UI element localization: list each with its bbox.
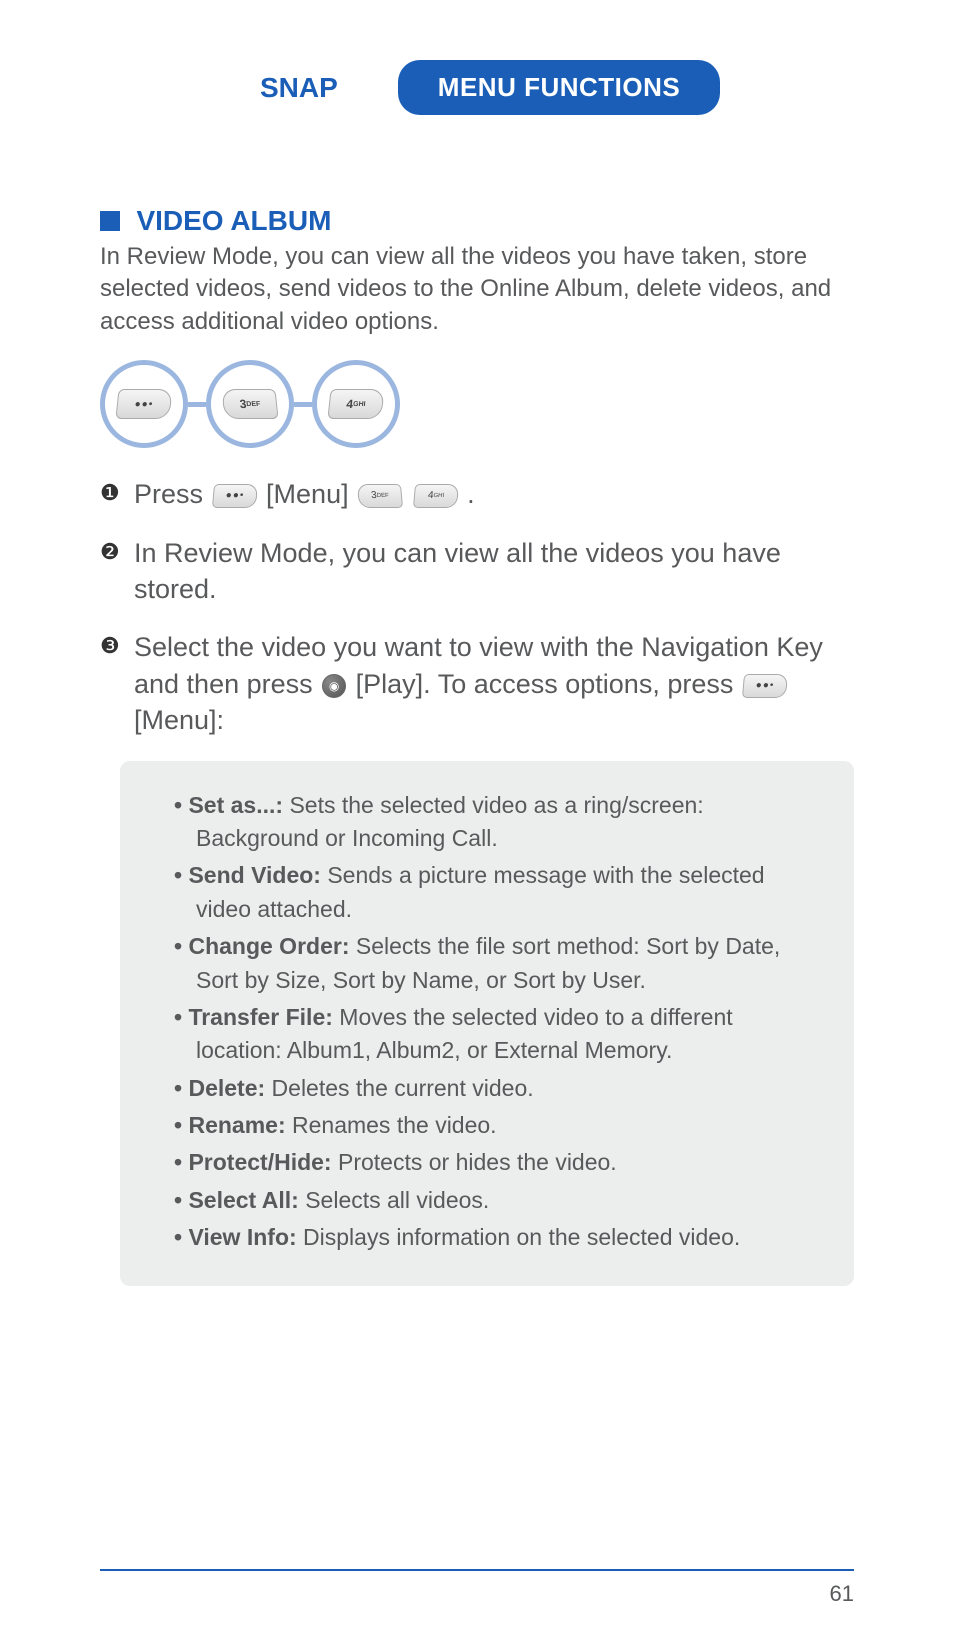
option-desc: Selects all videos. [299, 1187, 489, 1213]
step-text: [Menu]: [134, 705, 224, 735]
option-desc: Renames the video. [286, 1112, 497, 1138]
options-box: Set as...: Sets the selected video as a … [120, 761, 854, 1286]
option-label: Set as...: [188, 792, 283, 818]
key-circle-3: 3DEF [206, 360, 294, 448]
section-marker-icon [100, 211, 120, 231]
list-item: Change Order: Selects the file sort meth… [174, 930, 814, 997]
list-item: Send Video: Sends a picture message with… [174, 859, 814, 926]
list-item: Transfer File: Moves the selected video … [174, 1001, 814, 1068]
options-list: Set as...: Sets the selected video as a … [174, 789, 814, 1254]
list-item: Rename: Renames the video. [174, 1109, 814, 1142]
step-body: In Review Mode, you can view all the vid… [134, 535, 854, 608]
footer-divider [100, 1569, 854, 1571]
section-title: VIDEO ALBUM [136, 205, 331, 237]
step-text: [Play]. To access options, press [356, 669, 741, 699]
option-desc: Displays information on the selected vid… [297, 1224, 741, 1250]
key-4ghi-icon: 4GHI [327, 389, 384, 419]
page-header: SNAP MENU FUNCTIONS [0, 0, 954, 115]
step-item: ❷ In Review Mode, you can view all the v… [100, 535, 854, 608]
list-item: Delete: Deletes the current video. [174, 1072, 814, 1105]
key-circle-4: 4GHI [312, 360, 400, 448]
list-item: View Info: Displays information on the s… [174, 1221, 814, 1254]
step-text: [Menu] [266, 479, 349, 509]
key-3def-icon: 3DEF [357, 484, 403, 508]
menu-key-icon [742, 674, 788, 698]
steps-list: ❶ Press [Menu] 3DEF 4GHI . ❷ In Review M… [100, 476, 854, 739]
option-desc: Deletes the current video. [265, 1075, 533, 1101]
option-label: Change Order: [188, 933, 349, 959]
page-content: VIDEO ALBUM In Review Mode, you can view… [0, 115, 954, 1286]
option-label: Protect/Hide: [188, 1149, 331, 1175]
key-3def-icon: 3DEF [221, 389, 278, 419]
option-label: Send Video: [188, 862, 321, 888]
option-desc: Protects or hides the video. [332, 1149, 617, 1175]
key-sequence-diagram: 3DEF 4GHI [100, 360, 854, 448]
key-connector-icon [188, 402, 206, 407]
list-item: Set as...: Sets the selected video as a … [174, 789, 814, 856]
key-circle-menu [100, 360, 188, 448]
step-number-icon: ❸ [100, 633, 134, 659]
menu-key-icon [115, 389, 172, 419]
section-tab-badge: MENU FUNCTIONS [398, 60, 720, 115]
step-number-icon: ❶ [100, 480, 134, 506]
list-item: Select All: Selects all videos. [174, 1184, 814, 1217]
key-connector-icon [294, 402, 312, 407]
menu-key-icon [211, 484, 257, 508]
key-4ghi-icon: 4GHI [413, 484, 459, 508]
step-body: Select the video you want to view with t… [134, 629, 854, 738]
step-number-icon: ❷ [100, 539, 134, 565]
section-heading-row: VIDEO ALBUM [100, 205, 854, 237]
option-label: Select All: [188, 1187, 298, 1213]
brand-label: SNAP [260, 72, 338, 104]
play-key-icon: ◉ [322, 674, 346, 698]
option-label: Rename: [188, 1112, 285, 1138]
option-label: Transfer File: [188, 1004, 332, 1030]
page-number: 61 [830, 1581, 854, 1607]
option-label: Delete: [188, 1075, 265, 1101]
step-text: . [467, 479, 475, 509]
step-text: Press [134, 479, 211, 509]
list-item: Protect/Hide: Protects or hides the vide… [174, 1146, 814, 1179]
step-body: Press [Menu] 3DEF 4GHI . [134, 476, 854, 512]
option-label: View Info: [188, 1224, 296, 1250]
section-intro-text: In Review Mode, you can view all the vid… [100, 241, 854, 338]
step-item: ❸ Select the video you want to view with… [100, 629, 854, 738]
step-item: ❶ Press [Menu] 3DEF 4GHI . [100, 476, 854, 512]
